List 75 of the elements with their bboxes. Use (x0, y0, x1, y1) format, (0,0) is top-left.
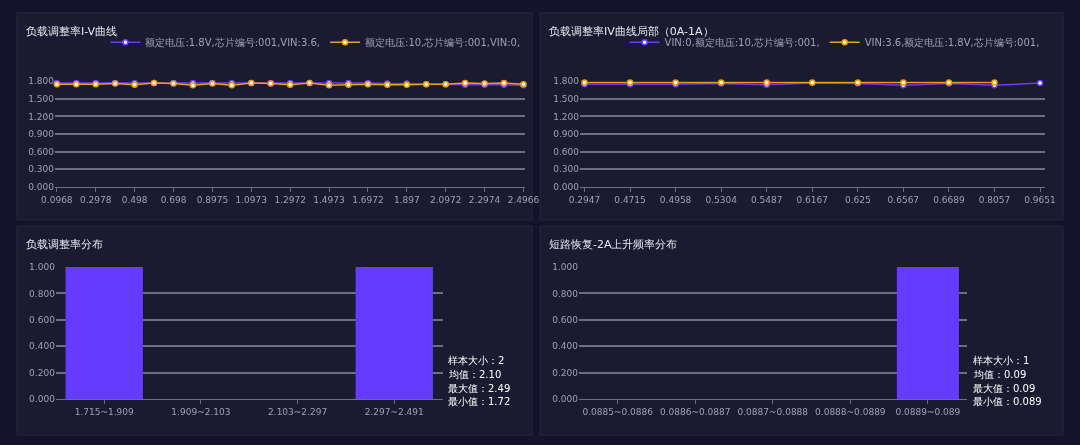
x-tick-label: 0.6689 (933, 194, 965, 205)
text: 样本大小：1 (973, 355, 1030, 366)
text: 样本大小：2 (448, 355, 505, 366)
y-tick-label: 1.800 (553, 76, 580, 87)
x-tick-label: 0.8975 (196, 194, 229, 205)
x-tick-label: 0.4715 (614, 194, 646, 205)
y-tick-label: 1.200 (553, 111, 580, 122)
x-tick-label: 0.2978 (79, 194, 112, 205)
x-tick-label: 0.8057 (978, 194, 1011, 205)
y-tick-label: 0.000 (28, 181, 55, 192)
x-tick-label: 0.6167 (796, 194, 829, 205)
x-tick-label: 0.2947 (568, 194, 601, 205)
x-tick-label: 2.103~2.297 (268, 406, 328, 417)
text: 最小值：0.089 (973, 396, 1042, 407)
y-tick-label: 1.000 (29, 262, 56, 273)
x-tick-label: 2.297~2.491 (364, 406, 424, 417)
chart-title: 短路恢复-2A上升频率分布 (549, 238, 678, 251)
text: 均值：0.09 (973, 369, 1027, 380)
x-tick-label: 0.9651 (1024, 194, 1056, 205)
legend-label: VIN:0,额定电压:10,芯片编号:001, (664, 37, 820, 49)
text: 最大值：0.09 (973, 383, 1036, 394)
x-tick-label: 0.5304 (705, 194, 738, 205)
y-tick-label: 0.200 (29, 367, 56, 378)
y-tick-label: 0.900 (553, 129, 580, 140)
y-tick-label: 0.400 (552, 341, 579, 352)
x-tick-label: 0.0885~0.0886 (582, 406, 654, 417)
text: 均值：2.10 (448, 369, 502, 380)
x-tick-label: 0.0887~0.0888 (737, 406, 809, 417)
x-tick-label: 0.698 (160, 194, 187, 205)
x-tick-label: 0.498 (121, 194, 148, 205)
y-tick-label: 0.400 (29, 341, 56, 352)
y-tick-label: 1.500 (553, 94, 580, 104)
y-tick-label: 0.000 (29, 394, 56, 405)
y-tick-label: 1.800 (28, 76, 55, 87)
x-tick-label: 1.2972 (274, 194, 306, 205)
x-tick-label: 1.4973 (313, 194, 345, 205)
x-tick-label: 0.0889~0.089 (895, 406, 961, 417)
y-tick-label: 1.200 (28, 111, 55, 122)
x-tick-label: 0.0886~0.0887 (660, 406, 731, 417)
text: 最大值：2.49 (448, 383, 511, 394)
x-tick-label: 0.4958 (659, 194, 692, 205)
y-tick-label: 0.300 (553, 164, 580, 175)
x-tick-label: 1.909~2.103 (171, 406, 231, 417)
legend-label: 额定电压:10,芯片编号:001,VIN:0, (365, 37, 521, 49)
y-tick-label: 0.800 (29, 288, 56, 299)
y-tick-label: 0.600 (28, 146, 55, 157)
text: 最小值：1.72 (448, 396, 511, 407)
y-tick-label: 1.500 (28, 94, 55, 104)
y-tick-label: 0.600 (553, 146, 580, 157)
y-tick-label: 0.600 (29, 314, 56, 325)
y-tick-label: 0.000 (552, 394, 579, 405)
x-tick-label: 2.2974 (468, 194, 501, 205)
legend-label: 额定电压:1.8V,芯片编号:001,VIN:3.6, (145, 37, 321, 49)
legend-label: VIN:3.6,额定电压:1.8V,芯片编号:001, (864, 37, 1040, 49)
x-tick-label: 0.5487 (750, 194, 783, 205)
y-tick-label: 0.600 (552, 314, 579, 325)
y-tick-label: 0.000 (553, 181, 580, 192)
x-tick-label: 2.4966 (507, 194, 540, 205)
x-tick-label: 1.0973 (235, 194, 268, 205)
x-tick-label: 0.0888~0.0889 (815, 406, 886, 417)
x-tick-label: 1.6972 (352, 194, 384, 205)
y-tick-label: 0.200 (552, 367, 579, 378)
chart-title: 负载调整率IV曲线局部（0A-1A） (549, 25, 714, 38)
chart-title: 负载调整率I-V曲线 (26, 25, 118, 38)
y-tick-label: 0.900 (28, 129, 55, 140)
x-tick-label: 0.625 (844, 194, 871, 205)
y-tick-label: 0.800 (552, 288, 579, 299)
y-tick-label: 0.300 (28, 164, 55, 175)
chart-title: 负载调整率分布 (26, 238, 103, 251)
x-tick-label: 0.6567 (887, 194, 920, 205)
x-tick-label: 0.0968 (41, 194, 73, 205)
x-tick-label: 1.715~1.909 (74, 406, 135, 417)
x-tick-label: 2.0972 (429, 194, 462, 205)
x-tick-label: 1.897 (393, 194, 420, 205)
y-tick-label: 1.000 (552, 262, 579, 273)
